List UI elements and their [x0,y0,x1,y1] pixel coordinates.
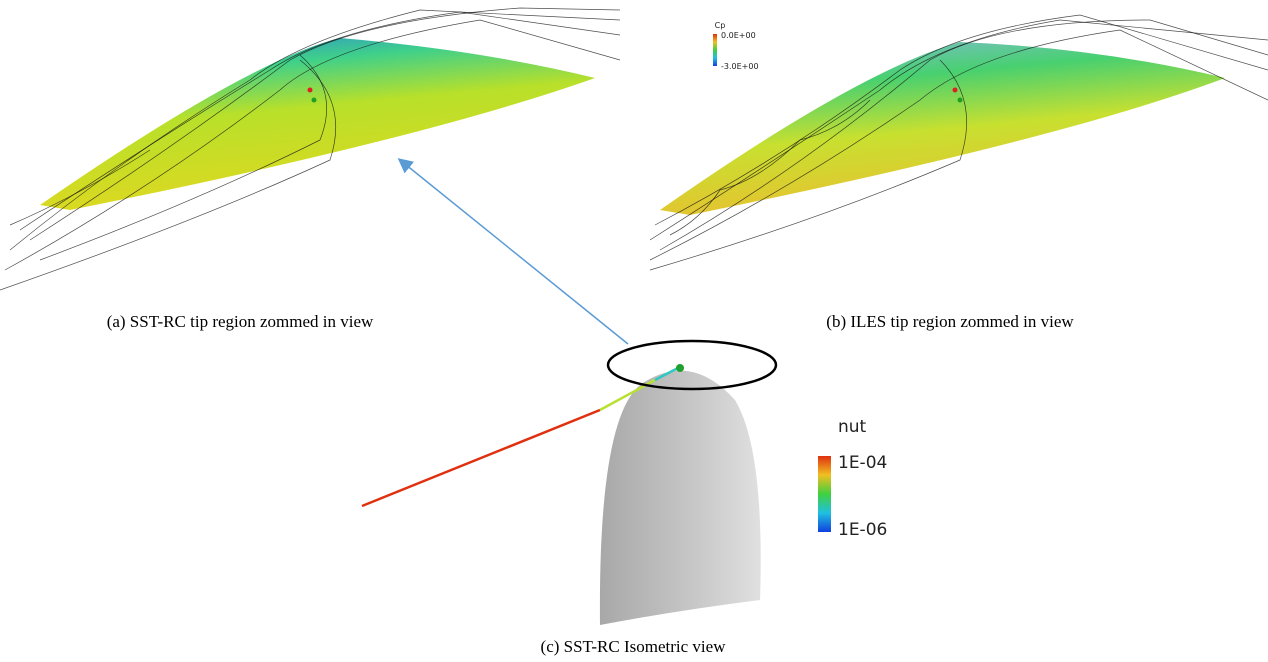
colorbar-min: -3.0E+00 [721,62,759,71]
caption: (b) ILES tip region zommed in view [826,312,1074,331]
colorbar [713,34,717,66]
colorbar-min: 1E-06 [838,520,887,540]
panel-c-image [362,160,776,625]
colorbar-title: nut [838,417,867,437]
panel-b-image [650,15,1268,270]
colorbar [818,456,831,532]
caption: (a) SST-RC tip region zommed in view [107,312,374,331]
colorbar-title: Cp [715,21,726,30]
figure-canvas: (a) SST-RC tip region zommed in view Cp … [0,0,1268,662]
colorbar-max: 1E-04 [838,453,887,473]
colorbar-max: 0.0E+00 [721,31,756,40]
figure: (a) SST-RC tip region zommed in view Cp … [0,0,1268,662]
panel-a-image [0,8,620,290]
caption: (c) SST-RC Isometric view [541,637,727,656]
